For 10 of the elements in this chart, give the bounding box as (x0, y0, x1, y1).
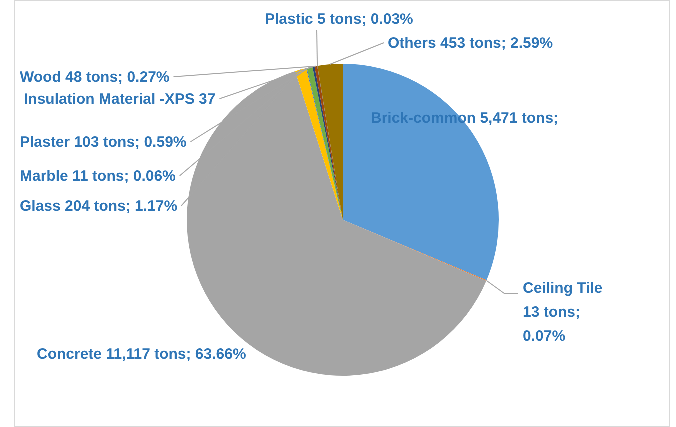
slice-label: Concrete 11,117 tons; 63.66% (37, 346, 246, 363)
slice-label: Glass 204 tons; 1.17% (20, 198, 178, 215)
slice-label: Insulation Material -XPS 37 (24, 91, 216, 108)
slice-label: Marble 11 tons; 0.06% (20, 168, 176, 185)
slice-label: Others 453 tons; 2.59% (388, 35, 554, 52)
slice-label: Plaster 103 tons; 0.59% (20, 134, 187, 151)
slice-label: Plastic 5 tons; 0.03% (265, 11, 414, 28)
data-label: 13 tons; 0.07% (523, 304, 581, 345)
slice-label: Wood 48 tons; 0.27% (20, 69, 170, 86)
slice-label: Ceiling Tile (523, 280, 603, 297)
